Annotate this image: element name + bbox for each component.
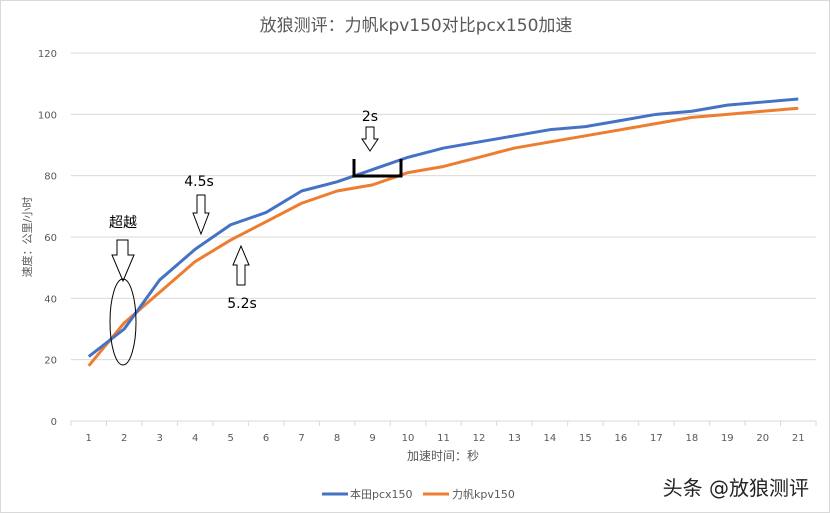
x-tick-label: 8 [334,433,340,444]
x-tick-label: 5 [227,433,233,444]
x-tick-label: 12 [473,433,486,444]
x-tick-label: 21 [792,433,805,444]
arrow-down-icon [192,194,210,236]
annotation-overtake: 超越 [109,215,137,231]
y-tick-label: 0 [51,417,57,428]
x-axis-label: 加速时间：秒 [407,449,479,463]
y-axis-label: 速度：公里/小时 [20,197,34,278]
x-tick-label: 14 [544,433,557,444]
annotation-4-5s: 4.5s [184,174,214,190]
annotation-5-2s: 5.2s [227,296,257,312]
x-tick-label: 17 [650,433,663,444]
x-tick-label: 4 [192,433,198,444]
gap-bracket [352,159,403,178]
y-tick-label: 40 [44,294,57,305]
y-tick-label: 20 [44,356,57,367]
arrow-down-icon [361,126,379,152]
y-tick-label: 80 [44,172,57,183]
chart-title: 放狼测评：力帆kpv150对比pcx150加速 [260,16,573,36]
annotations: 超越 4.5s 5.2s 2s [109,109,403,366]
y-tick-label: 120 [38,49,57,60]
y-tick-label: 100 [38,110,57,121]
arrow-down-icon [111,239,135,283]
x-tick-label: 20 [756,433,769,444]
x-tick-label: 7 [298,433,304,444]
watermark: 头条 @放狼测评 [663,476,809,500]
x-tick-label: 6 [263,433,269,444]
legend-label-pcx150: 本田pcx150 [350,487,413,501]
series-line-本田pcx150 [87,97,799,358]
x-tick-label: 19 [721,433,734,444]
arrow-up-icon [232,244,250,286]
x-tick-label: 15 [579,433,592,444]
x-tick-label: 2 [121,433,127,444]
y-tick-label: 60 [44,233,57,244]
annotation-2s: 2s [362,109,378,125]
x-tick-label: 10 [402,433,415,444]
legend-label-kpv150: 力帆kpv150 [452,487,515,501]
x-tick-label: 16 [615,433,628,444]
x-tick-label: 13 [508,433,521,444]
series-line-力帆kpv150 [87,106,799,367]
x-tick-label: 9 [369,433,375,444]
x-tick-label: 3 [157,433,163,444]
x-tick-label: 11 [437,433,450,444]
overtake-ellipse [109,278,137,366]
legend: 本田pcx150 力帆kpv150 [322,487,515,501]
x-tick-label: 18 [685,433,698,444]
x-tick-label: 1 [86,433,92,444]
